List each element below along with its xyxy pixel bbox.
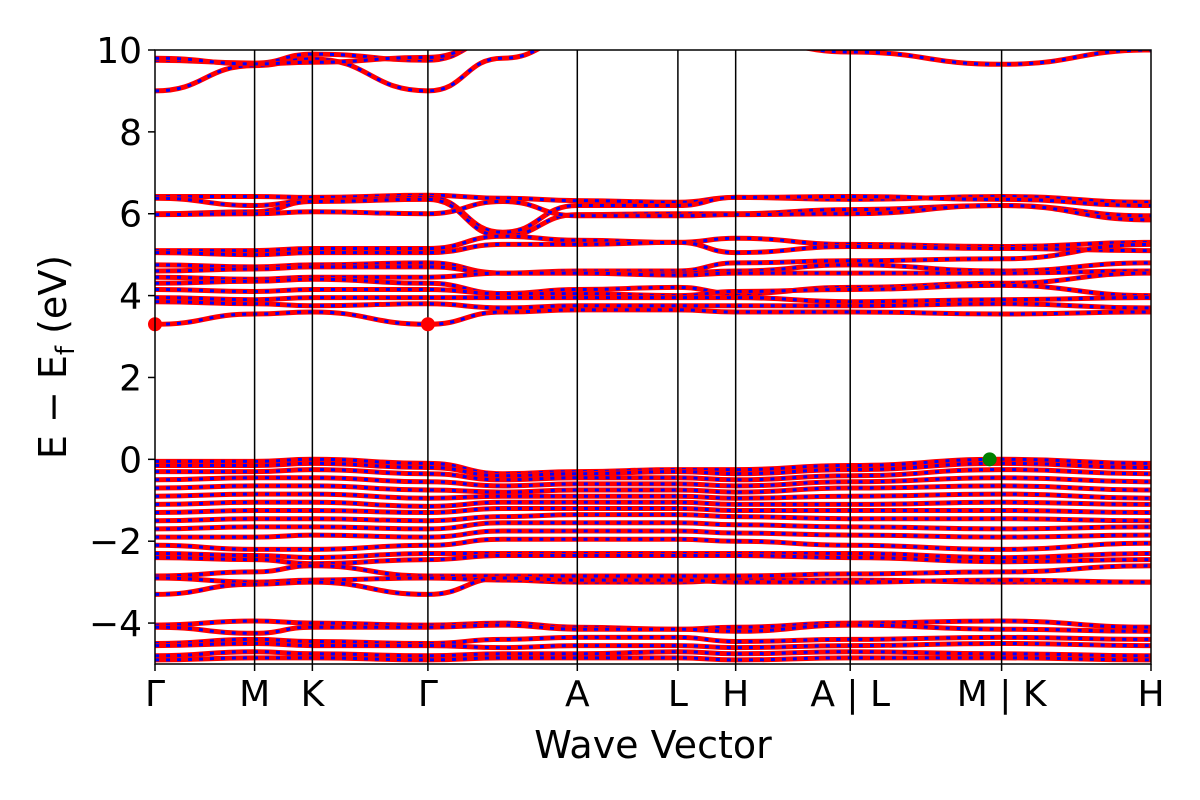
x-tick-label: A | L bbox=[810, 674, 890, 715]
band-line-spin-down bbox=[155, 50, 540, 93]
band-line-spin-down bbox=[155, 240, 1151, 257]
x-tick-label: A bbox=[565, 674, 590, 715]
band-line-spin-up bbox=[155, 575, 1151, 597]
band-line-spin-down bbox=[155, 635, 1151, 646]
plot-frame bbox=[154, 49, 1152, 665]
y-axis-title-main: E − E bbox=[31, 355, 75, 459]
band-line-spin-down bbox=[155, 492, 1151, 500]
band-line-spin-down bbox=[155, 650, 1151, 658]
band-line-spin-down bbox=[155, 521, 1151, 531]
band-line-spin-down bbox=[155, 641, 1151, 650]
band-line-spin-down bbox=[155, 50, 467, 65]
y-ticks: 10 8 6 4 2 0 −2 −4 bbox=[89, 31, 155, 645]
band-line-spin-up bbox=[155, 198, 1151, 223]
band-line-spin-up bbox=[155, 467, 1151, 483]
k-point-lines bbox=[253, 50, 1003, 664]
band-line-spin-down bbox=[155, 513, 1151, 523]
y-axis-title: E − Ef (eV) bbox=[31, 255, 81, 459]
band-line-spin-down bbox=[155, 623, 1151, 635]
x-tick-label: Γ bbox=[418, 674, 438, 715]
band-line-spin-down bbox=[155, 500, 1151, 508]
x-tick-label: H bbox=[1137, 674, 1164, 715]
x-tick-label: Γ bbox=[145, 674, 165, 715]
band-line-spin-up bbox=[155, 528, 1151, 540]
x-tick-label: L bbox=[668, 674, 688, 715]
y-tick-label: −2 bbox=[89, 522, 142, 563]
band-line-spin-down bbox=[155, 234, 1151, 253]
band-line-spin-down bbox=[155, 476, 1151, 488]
band-line-spin-down bbox=[155, 484, 1151, 494]
y-tick-label: −4 bbox=[89, 604, 142, 645]
y-tick-label: 6 bbox=[119, 195, 142, 236]
y-axis-title-sub: f bbox=[51, 345, 81, 355]
bands-layer bbox=[155, 50, 1151, 663]
band-line-spin-down bbox=[155, 283, 1151, 298]
y-tick-label: 8 bbox=[119, 113, 142, 154]
x-tick-label: K bbox=[301, 674, 326, 715]
y-tick-label: 10 bbox=[96, 31, 142, 72]
x-tick-label: M | K bbox=[957, 674, 1048, 715]
y-tick-label: 0 bbox=[119, 440, 142, 481]
y-tick-label: 2 bbox=[119, 358, 142, 399]
band-line-spin-up bbox=[155, 307, 1151, 327]
y-tick-label: 4 bbox=[119, 277, 142, 318]
y-axis-title-unit: (eV) bbox=[31, 255, 75, 346]
band-line-spin-down bbox=[155, 296, 1151, 304]
band-line-spin-up bbox=[155, 563, 1151, 579]
band-line-spin-down bbox=[155, 537, 1151, 551]
band-line-spin-down bbox=[155, 553, 1151, 566]
cbm-marker bbox=[420, 317, 435, 332]
x-tick-label: M bbox=[239, 674, 270, 715]
vbm-marker bbox=[982, 452, 997, 467]
x-tick-label: H bbox=[722, 674, 749, 715]
band-line-spin-down bbox=[155, 506, 1151, 515]
band-line-spin-down bbox=[155, 461, 1151, 478]
band-line-spin-down bbox=[155, 457, 1151, 476]
band-line-spin-down bbox=[155, 300, 1151, 310]
x-axis-title: Wave Vector bbox=[534, 723, 772, 767]
band-line-spin-down bbox=[155, 656, 1151, 662]
band-line-spin-up bbox=[155, 50, 1151, 67]
